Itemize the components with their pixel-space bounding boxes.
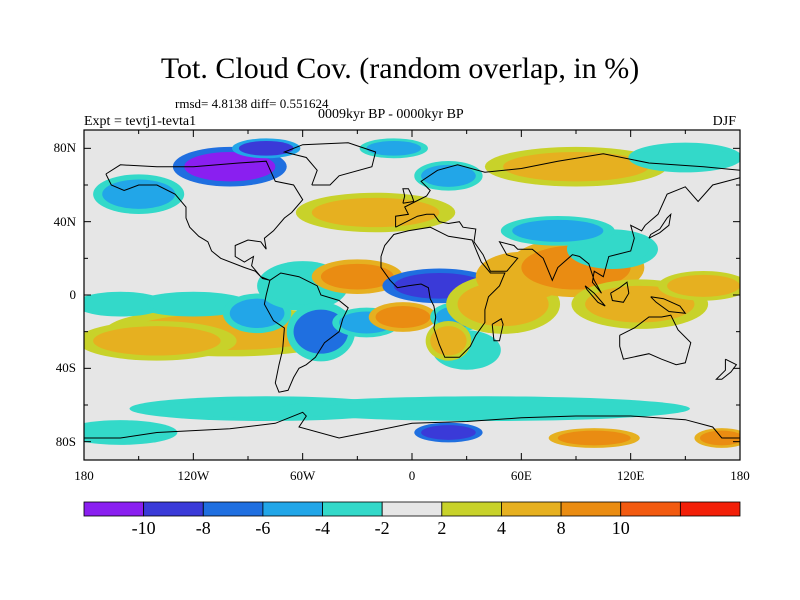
colorbar-label: -2 bbox=[374, 518, 390, 538]
anomaly-region bbox=[430, 326, 467, 356]
coastline-sumatra bbox=[584, 285, 606, 307]
coastline-greenland bbox=[282, 142, 377, 186]
anomaly-region bbox=[699, 430, 740, 446]
colorbar-label: 10 bbox=[611, 518, 630, 538]
colorbar-swatch bbox=[202, 501, 264, 517]
experiment-label: Expt = tevtj1-tevta1 bbox=[84, 114, 197, 129]
anomaly-region bbox=[238, 141, 294, 156]
colorbar-swatch bbox=[501, 501, 562, 517]
colorbar-swatch bbox=[679, 501, 741, 517]
coastline-antarctica bbox=[84, 411, 740, 439]
coastlines bbox=[84, 142, 740, 439]
anomaly-region bbox=[503, 152, 649, 182]
anomaly-region bbox=[84, 423, 166, 442]
colorbar bbox=[83, 501, 741, 517]
anomaly-region bbox=[93, 326, 221, 356]
coastline-north-america bbox=[105, 160, 304, 281]
anomaly-region bbox=[229, 298, 285, 329]
coastline-new-guinea bbox=[650, 296, 687, 314]
coastline-borneo bbox=[610, 281, 630, 303]
colorbar-swatch bbox=[322, 501, 383, 517]
coastline-japan bbox=[648, 212, 672, 239]
y-axis-label: 40N bbox=[53, 213, 76, 229]
anomaly-region bbox=[311, 197, 440, 228]
anomaly-region bbox=[102, 179, 176, 209]
anomaly-region bbox=[184, 152, 276, 182]
y-axis-label: 80S bbox=[55, 433, 76, 449]
coastline-africa bbox=[380, 226, 506, 358]
anomaly-region bbox=[421, 425, 476, 440]
coastline-south-america bbox=[263, 272, 349, 393]
y-axis-label: 80N bbox=[53, 140, 76, 156]
x-axis-label: 180 bbox=[730, 468, 750, 483]
colorbar-label: 2 bbox=[437, 518, 447, 538]
coastline-new-zealand bbox=[715, 358, 738, 380]
colorbar-swatch bbox=[620, 501, 681, 517]
anomaly-region bbox=[585, 285, 695, 323]
x-axis-label: 120E bbox=[616, 468, 645, 483]
colorbar-label: -10 bbox=[131, 518, 156, 538]
anomaly-region bbox=[639, 146, 731, 169]
x-axis-label: 120W bbox=[177, 468, 210, 483]
anomaly-region bbox=[147, 295, 239, 314]
coastline-britain bbox=[402, 188, 415, 204]
colorbar-label: -6 bbox=[255, 518, 271, 538]
anomaly-region bbox=[421, 164, 476, 187]
plot-title: Tot. Cloud Cov. (random overlap, in %) bbox=[160, 52, 640, 85]
anomaly-region bbox=[366, 141, 422, 156]
season-label: DJF bbox=[712, 114, 736, 129]
anomaly-region bbox=[557, 430, 631, 446]
colorbar-swatch bbox=[83, 501, 145, 517]
colorbar-swatch bbox=[560, 501, 622, 517]
period-label: 0009kyr BP - 0000kyr BP bbox=[318, 107, 464, 122]
anomaly-region bbox=[320, 399, 649, 418]
colorbar-swatch bbox=[143, 501, 204, 517]
colorbar-label: -4 bbox=[315, 518, 331, 538]
axis-ticks bbox=[83, 130, 741, 460]
anomaly-region bbox=[667, 274, 740, 297]
x-axis-label: 0 bbox=[408, 468, 416, 483]
coastline-eurasia bbox=[395, 153, 740, 294]
anomaly-region bbox=[375, 306, 431, 328]
colorbar-label: 8 bbox=[556, 518, 566, 538]
anomaly-region bbox=[84, 295, 157, 314]
coastline-australia bbox=[619, 314, 692, 366]
y-axis-label: 0 bbox=[69, 287, 77, 302]
x-axis-label: 180 bbox=[74, 468, 94, 483]
colorbar-label: -8 bbox=[195, 518, 211, 538]
x-axis-label: 60W bbox=[290, 468, 316, 483]
anomaly-region bbox=[512, 219, 604, 242]
colorbar-swatch bbox=[381, 501, 443, 517]
colorbar-label: 4 bbox=[496, 518, 506, 538]
coastline-madagascar bbox=[491, 318, 504, 342]
x-axis-label: 60E bbox=[510, 468, 532, 483]
anomaly-region bbox=[320, 263, 394, 290]
stats-line: rmsd= 4.8138 diff= 0.551624 bbox=[175, 96, 329, 111]
cloud-field bbox=[84, 130, 740, 460]
y-axis-label: 40S bbox=[55, 360, 76, 376]
colorbar-swatch bbox=[441, 501, 502, 517]
colorbar-swatch bbox=[262, 501, 323, 517]
